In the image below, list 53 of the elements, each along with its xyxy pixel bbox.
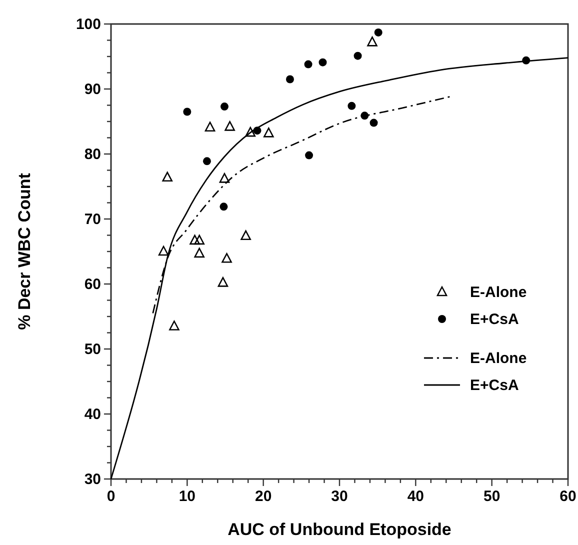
point [253,126,262,135]
point [162,172,173,182]
line-series [110,57,569,480]
line-series [152,95,453,314]
y-tick-label: 100 [76,16,101,33]
legend-label: E-Alone [470,350,527,367]
point [220,102,228,111]
y-tick-label: 70 [84,211,101,228]
legend-label: E+CsA [470,377,519,394]
point [245,126,256,137]
point [220,202,228,211]
y-tick-label: 50 [84,341,101,358]
point [194,248,205,258]
x-tick-label: 60 [560,488,576,505]
point [354,52,362,60]
point [190,234,200,245]
point [218,277,228,287]
x-tick-label: 0 [106,488,116,505]
x-axis-title: AUC of Unbound Etoposide [228,520,452,539]
y-tick-label: 30 [84,471,101,488]
point [183,108,192,116]
y-tick-label: 40 [84,406,101,423]
x-tick-label: 20 [254,488,272,505]
point [219,173,230,183]
legend-label: E+CsA [470,311,519,328]
point [194,234,205,245]
point [286,75,294,84]
point [370,118,378,127]
x-tick-label: 30 [331,488,348,505]
point [204,122,216,132]
y-axis-title: % Decr WBC Count [15,172,34,330]
point [264,128,274,138]
point [222,253,232,263]
point [158,246,169,256]
legend-label: E-Alone [470,284,527,301]
point [202,157,211,166]
point [522,56,530,64]
y-tick-label: 80 [84,146,101,163]
point [304,60,312,68]
x-tick-label: 40 [407,488,424,505]
point [224,121,235,131]
x-tick-label: 50 [483,488,500,505]
y-tick-label: 60 [84,276,101,293]
point [360,112,369,120]
point [240,230,251,240]
point [318,58,327,66]
point [367,36,378,46]
point [348,102,356,110]
point [374,28,382,36]
x-tick-label: 10 [178,488,196,505]
point [169,320,180,330]
y-tick-label: 90 [84,81,101,98]
point [305,151,314,160]
